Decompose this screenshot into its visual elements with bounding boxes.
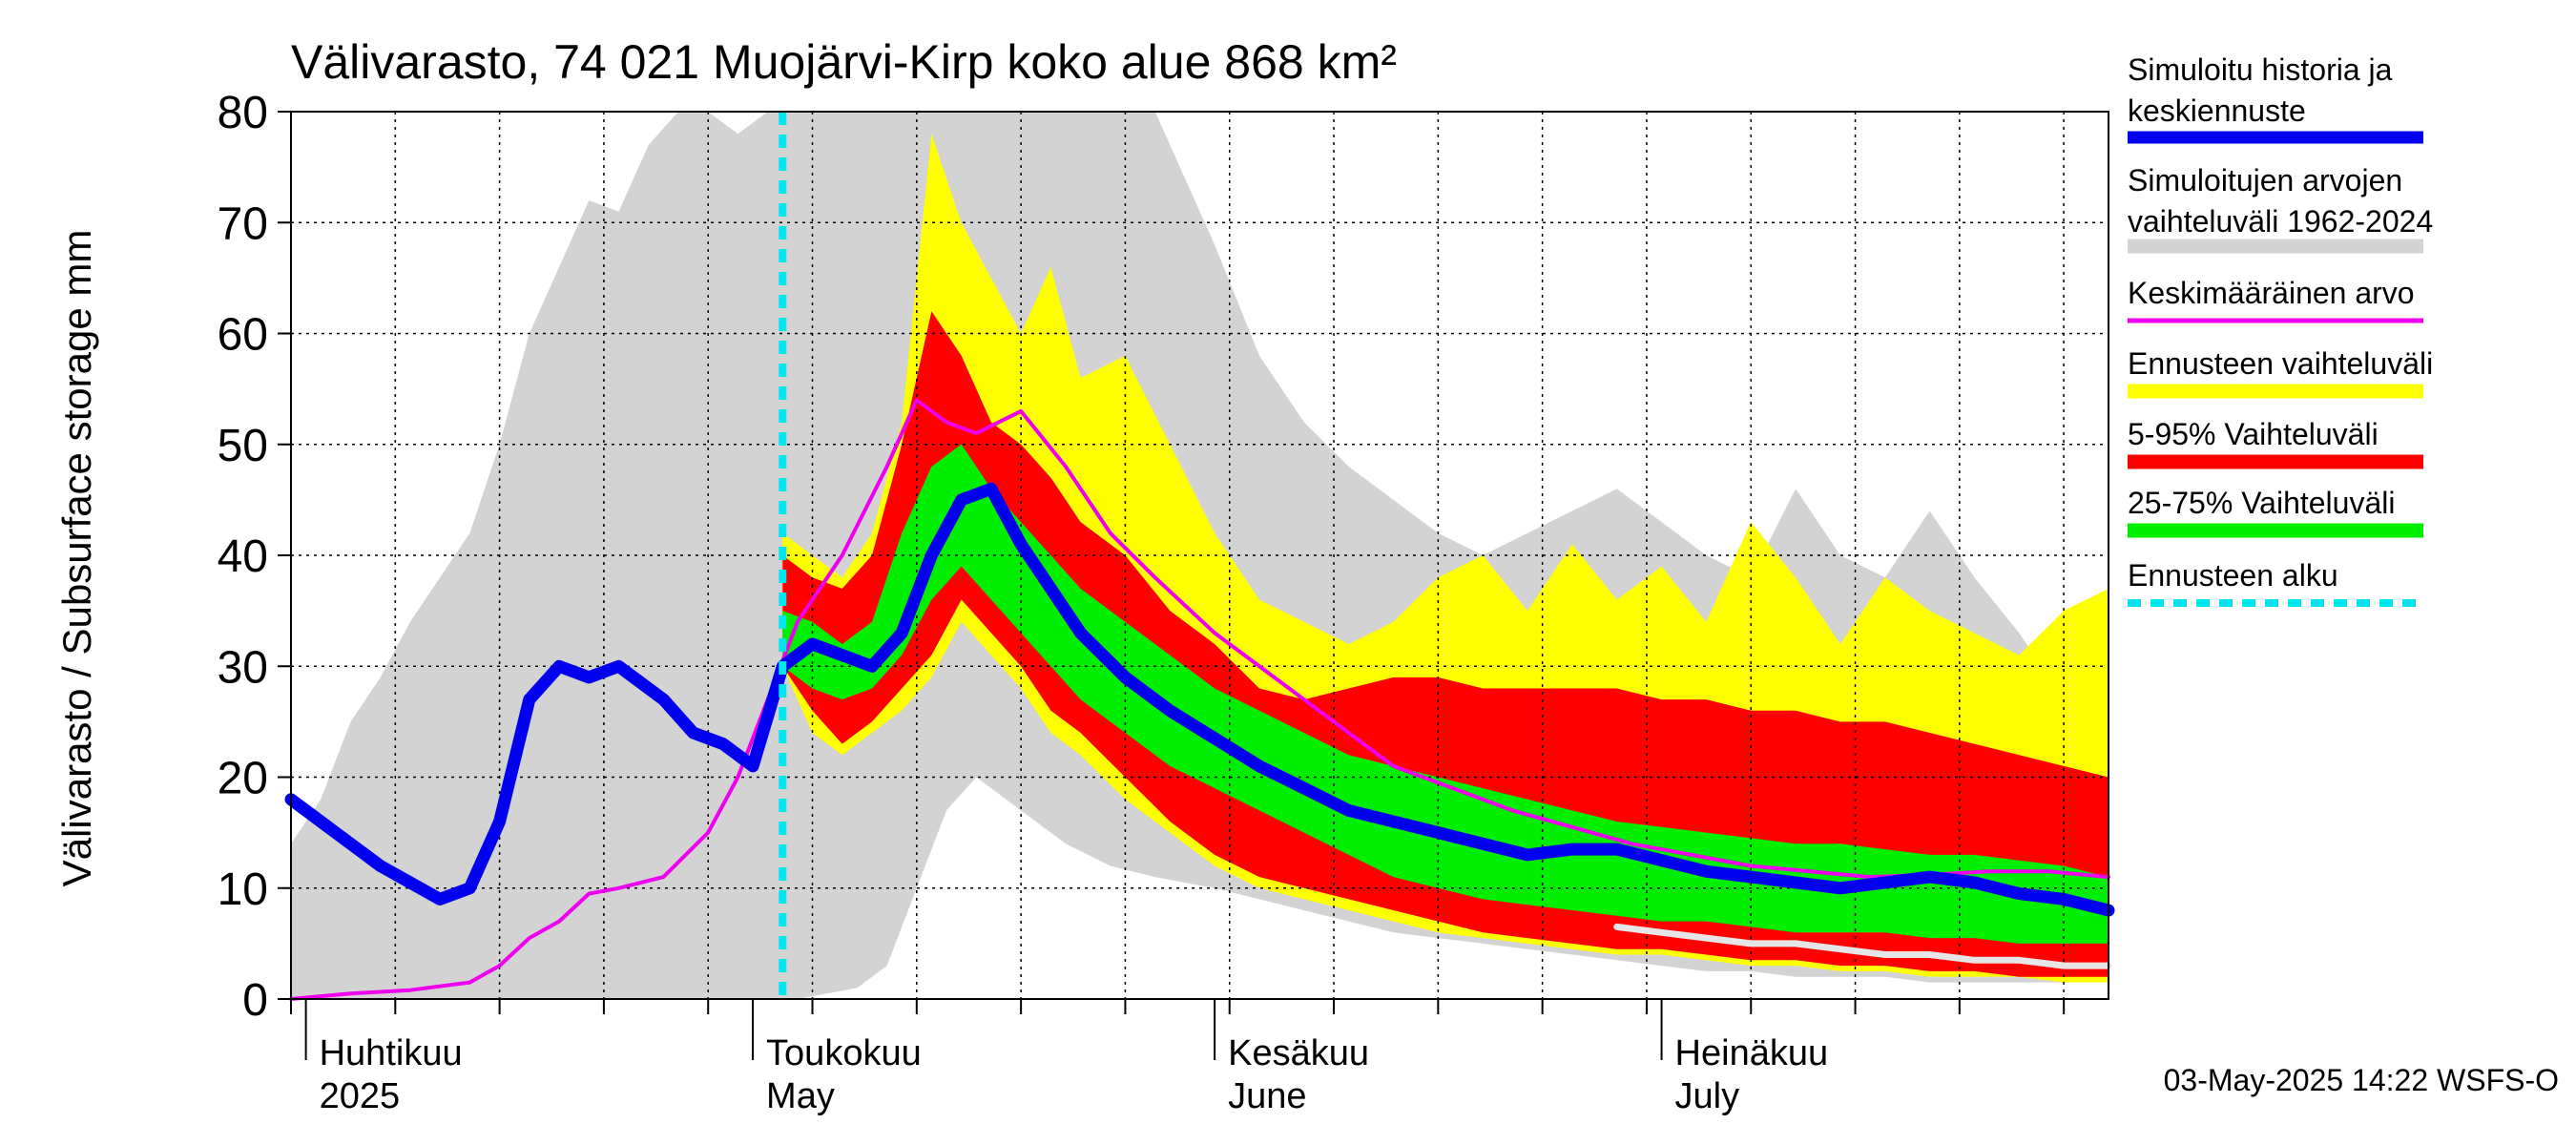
legend-label: Keskimääräinen arvo xyxy=(2128,276,2415,310)
series-line-simulated xyxy=(284,482,2115,917)
x-month-label: Kesäkuu xyxy=(1228,1033,1369,1073)
x-month-label-en: May xyxy=(766,1076,835,1116)
x-month-label: Toukokuu xyxy=(766,1033,922,1073)
plot-area xyxy=(284,111,2115,1001)
x-month-label: Huhtikuu xyxy=(320,1033,463,1073)
x-month-label-en: 2025 xyxy=(320,1076,401,1116)
y-tick-label: 10 xyxy=(218,864,268,915)
chart-title: Välivarasto, 74 021 Muojärvi-Kirp koko a… xyxy=(291,35,1397,89)
series-line-forecast-min xyxy=(1613,923,2112,969)
y-tick-label: 80 xyxy=(218,88,268,138)
band-5-95 xyxy=(782,311,2109,977)
y-axis-label: Välivarasto / Subsurface storage mm xyxy=(54,230,99,887)
x-month-label-en: July xyxy=(1675,1076,1740,1116)
legend-label: 5-95% Vaihteluväli xyxy=(2128,417,2379,451)
y-axis: 0 10 20 30 40 50 60 70 80 xyxy=(218,88,291,1026)
legend-label: Ennusteen vaihteluväli xyxy=(2128,346,2433,381)
band-25-75 xyxy=(782,444,2109,944)
y-tick-label: 0 xyxy=(242,975,268,1026)
legend: Simuloitu historia ja keskiennuste Simuloi… xyxy=(2128,52,2433,607)
legend-label: 25-75% Vaihteluväli xyxy=(2128,486,2395,520)
y-tick-label: 50 xyxy=(218,421,268,471)
timestamp: 03-May-2025 14:22 WSFS-O xyxy=(2164,1063,2559,1097)
y-tick-label: 60 xyxy=(218,310,268,361)
y-tick-label: 30 xyxy=(218,642,268,693)
y-tick-label: 20 xyxy=(218,754,268,804)
x-month-label: Heinäkuu xyxy=(1675,1033,1829,1073)
x-month-label-en: June xyxy=(1228,1076,1306,1116)
legend-label: Ennusteen alku xyxy=(2128,558,2338,593)
legend-label: Simuloitu historia ja keskiennuste xyxy=(2128,52,2393,128)
y-tick-label: 70 xyxy=(218,198,268,249)
series-line-mean xyxy=(289,398,2110,1001)
y-tick-label: 40 xyxy=(218,531,268,582)
legend-label: Simuloitujen arvojen vaihteluväli 1962-20… xyxy=(2128,163,2433,239)
lines xyxy=(284,112,2115,1001)
